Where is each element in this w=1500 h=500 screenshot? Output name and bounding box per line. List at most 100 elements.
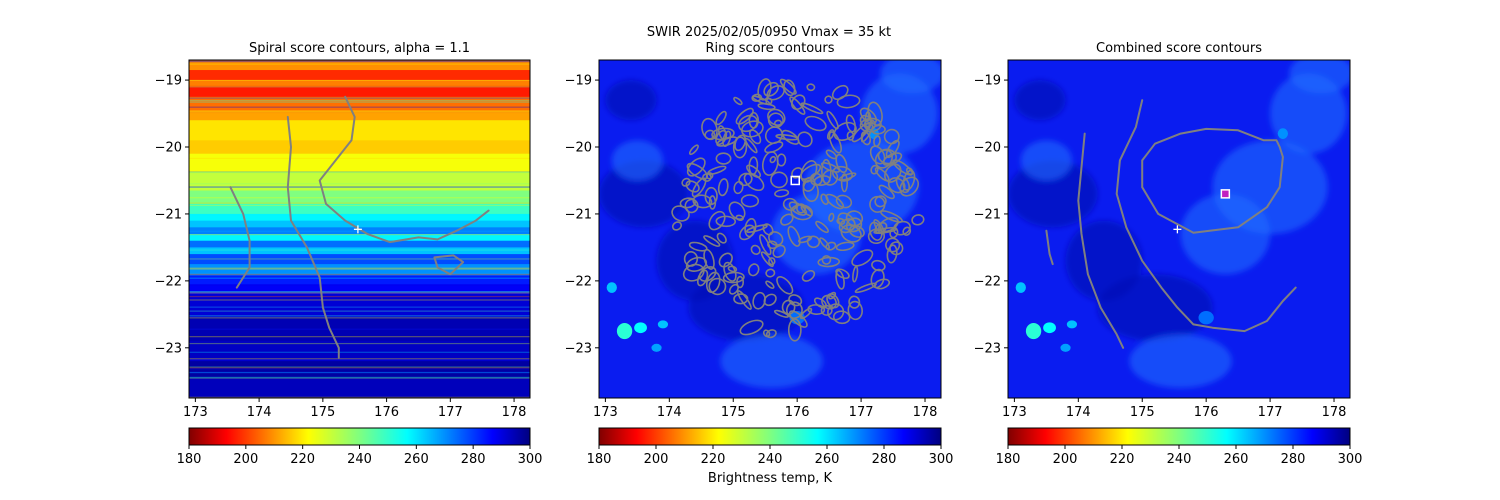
contour-loop <box>845 114 856 133</box>
cloud-dark <box>1097 274 1213 342</box>
contour-loop <box>838 172 857 181</box>
heat-band <box>189 284 530 295</box>
contour-loop <box>696 269 709 287</box>
colorbar-tick-label: 180 <box>177 452 202 467</box>
cloud-cell <box>1043 322 1056 334</box>
heat-stripe <box>189 306 530 308</box>
contour-loop <box>679 197 697 209</box>
cloud-bright <box>880 60 941 94</box>
heat-stripe <box>189 366 530 368</box>
y-tick-label: −20 <box>974 141 1001 156</box>
heat-band <box>189 110 530 121</box>
figure-suptitle: SWIR 2025/02/05/0950 Vmax = 35 kt <box>647 25 891 40</box>
heat-band <box>189 341 530 362</box>
contour-loop <box>671 205 690 222</box>
contour-loop <box>750 244 761 255</box>
contour-loop <box>787 225 801 247</box>
heat-band <box>189 153 530 175</box>
ring-contours <box>671 78 925 342</box>
contour-loop <box>885 237 901 253</box>
heat-stripe <box>189 291 530 293</box>
contour-loop <box>887 177 906 194</box>
colorbar-tick-label: 220 <box>1110 452 1135 467</box>
contour-loop <box>874 222 888 234</box>
contour-loop <box>715 215 737 228</box>
contour-loop <box>820 193 829 205</box>
contour-loop <box>739 319 764 336</box>
contour-loop <box>790 94 806 111</box>
y-tick-label: −19 <box>974 74 1001 89</box>
contour-loop <box>748 129 762 145</box>
heat-stripe <box>189 377 530 379</box>
contour-loop <box>671 221 683 231</box>
contour-loop <box>681 177 691 187</box>
contour-loop <box>832 165 853 182</box>
colorbar-tick-label: 280 <box>461 452 486 467</box>
contour-loop <box>715 110 727 126</box>
heat-stripe <box>189 371 530 373</box>
colorbar-tick-label: 300 <box>1338 452 1363 467</box>
contour-loop <box>768 257 776 266</box>
heat-stripe <box>189 351 530 353</box>
heat-band <box>189 80 530 88</box>
contour-loop <box>825 193 845 210</box>
colorbar-tick-label: 220 <box>290 452 315 467</box>
contour-line <box>286 115 340 359</box>
heat-stripe <box>189 310 530 312</box>
contour-loop <box>825 149 837 160</box>
contour-loop <box>873 278 891 290</box>
colorbar-tick-label: 200 <box>644 452 669 467</box>
cloud-cell <box>634 322 647 334</box>
y-tick-label: −22 <box>155 274 182 289</box>
best-center-marker <box>1220 189 1231 199</box>
y-tick-label: −23 <box>155 341 182 356</box>
contour-loop <box>835 153 848 174</box>
heat-band <box>189 60 530 71</box>
contour-loop <box>686 157 706 177</box>
contour-loop <box>760 251 774 268</box>
heat-band <box>189 227 530 235</box>
y-tick-label: −19 <box>565 74 592 89</box>
colorbar-tick-label: 260 <box>1224 452 1249 467</box>
y-tick-label: −22 <box>565 274 592 289</box>
contour-loop <box>733 96 743 106</box>
heat-stripe <box>189 396 530 398</box>
heat-stripe <box>189 367 530 369</box>
y-tick-label: −21 <box>974 207 1001 222</box>
contour-loop <box>728 201 746 221</box>
heat-stripe <box>189 197 530 199</box>
contour-loop <box>722 271 745 284</box>
contour-line <box>229 186 251 289</box>
contour-loop <box>757 78 772 101</box>
heat-stripe <box>189 106 530 108</box>
contour-loop <box>848 295 861 309</box>
contour-loop <box>889 241 904 256</box>
heat-stripe <box>189 60 530 62</box>
colorbar <box>188 427 531 446</box>
heat-stripe <box>189 284 530 286</box>
center-marker <box>790 175 801 186</box>
heat-stripe <box>189 358 530 360</box>
heat-band <box>189 86 530 98</box>
panel-title: Ring score contours <box>705 41 834 56</box>
cloud-cell <box>657 320 669 329</box>
heat-stripe <box>189 111 530 114</box>
heat-stripe <box>189 315 530 317</box>
colorbar-tick-label: 200 <box>1053 452 1078 467</box>
heat-band <box>189 213 530 222</box>
contour-loop <box>884 163 902 183</box>
x-tick-label: 175 <box>721 405 746 420</box>
colorbar-tick-label: 300 <box>518 452 543 467</box>
colorbar-tick-label: 220 <box>701 452 726 467</box>
x-tick-label: 177 <box>849 405 874 420</box>
contour-loop <box>822 169 839 186</box>
contour-loop <box>878 184 895 200</box>
heat-band <box>189 240 530 248</box>
contour-line <box>1077 132 1125 349</box>
contour-loop <box>802 179 819 202</box>
contour-loop <box>716 232 727 244</box>
heat-band <box>189 70 530 81</box>
contour-loop <box>701 117 718 141</box>
x-tick-label: 176 <box>374 405 399 420</box>
contour-loop <box>704 186 718 206</box>
